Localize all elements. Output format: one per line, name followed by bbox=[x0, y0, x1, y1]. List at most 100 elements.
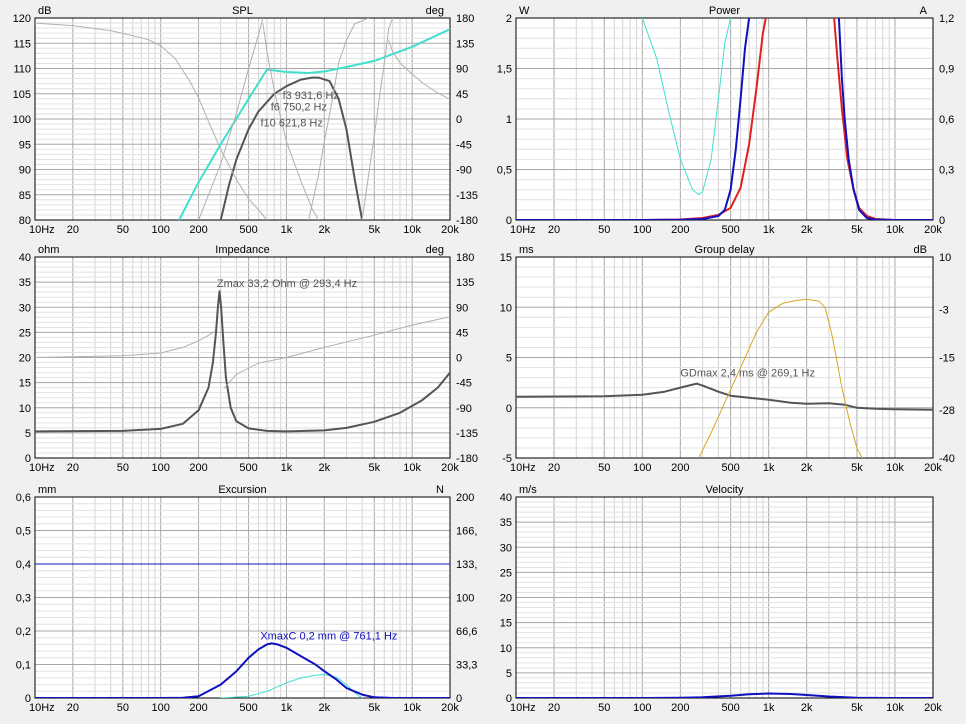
y-tick-label: 20 bbox=[19, 353, 31, 365]
y2-tick-label: -45 bbox=[456, 139, 472, 151]
x-tick-label: 20 bbox=[67, 224, 79, 236]
y2-tick-label: 135 bbox=[456, 277, 474, 289]
y-tick-label: 0,1 bbox=[16, 660, 31, 672]
x-tick-label: 1k bbox=[763, 224, 775, 236]
y2-tick-label: -90 bbox=[456, 165, 472, 177]
x-tick-label: 10Hz bbox=[510, 462, 536, 474]
x-tick-label: 20k bbox=[441, 462, 459, 474]
y2-tick-label: -40 bbox=[939, 453, 955, 465]
y-tick-label: 80 bbox=[19, 215, 31, 227]
left-axis-unit: ms bbox=[519, 244, 534, 256]
y-tick-label: 10 bbox=[500, 643, 512, 655]
plot-frame bbox=[515, 496, 934, 699]
y2-tick-label: 45 bbox=[456, 327, 468, 339]
series-group bbox=[516, 298, 933, 458]
y-tick-label: 30 bbox=[500, 542, 512, 554]
y2-tick-label: 133, bbox=[456, 559, 477, 571]
series-line-2 bbox=[35, 642, 450, 698]
y-tick-label: 0 bbox=[506, 215, 512, 227]
x-tick-label: 10k bbox=[886, 224, 904, 236]
y2-tick-label: 66,6 bbox=[456, 626, 477, 638]
x-tick-label: 2k bbox=[801, 462, 813, 474]
x-tick-label: 20k bbox=[924, 702, 942, 714]
y-tick-label: 0 bbox=[506, 403, 512, 415]
x-tick-label: 2k bbox=[318, 224, 330, 236]
x-tick-label: 500 bbox=[721, 462, 739, 474]
y2-tick-label: 10 bbox=[939, 252, 951, 264]
y-tick-label: 0,4 bbox=[16, 559, 31, 571]
y-tick-label: 30 bbox=[19, 302, 31, 314]
grid bbox=[515, 496, 934, 699]
x-tick-label: 100 bbox=[152, 462, 170, 474]
annotation-label: GDmax 2,4 ms @ 269,1 Hz bbox=[680, 368, 815, 380]
x-tick-label: 20 bbox=[548, 224, 560, 236]
series-line-7 bbox=[388, 39, 450, 100]
y-tick-label: 85 bbox=[19, 190, 31, 202]
y-tick-label: 115 bbox=[13, 38, 31, 50]
x-tick-label: 1k bbox=[763, 462, 775, 474]
plot-frame bbox=[34, 496, 451, 699]
y2-tick-label: 0 bbox=[456, 353, 462, 365]
y-tick-label: 15 bbox=[19, 378, 31, 390]
group-delay-chart: Group delay ms dB -5 0 5 10 15 -40 -28 -15 -3 10 10Hz… bbox=[500, 244, 955, 474]
y-tick-label: 90 bbox=[19, 165, 31, 177]
y-tick-label: 0,6 bbox=[16, 492, 31, 504]
x-tick-label: 10k bbox=[886, 702, 904, 714]
y2-tick-label: 180 bbox=[456, 252, 474, 264]
x-tick-label: 1k bbox=[281, 462, 293, 474]
x-tick-label: 500 bbox=[721, 224, 739, 236]
x-tick-label: 200 bbox=[671, 702, 689, 714]
series-group bbox=[35, 563, 450, 698]
x-tick-label: 1k bbox=[763, 702, 775, 714]
x-tick-label: 10k bbox=[403, 702, 421, 714]
y-tick-label: 1,5 bbox=[497, 64, 512, 76]
y-tick-label: 5 bbox=[506, 668, 512, 680]
x-tick-label: 5k bbox=[368, 462, 380, 474]
x-tick-label: 20 bbox=[67, 462, 79, 474]
y2-tick-label: -28 bbox=[939, 405, 955, 417]
x-tick-label: 5k bbox=[851, 462, 863, 474]
series-group bbox=[35, 18, 450, 220]
y-tick-label: 35 bbox=[19, 277, 31, 289]
x-tick-label: 200 bbox=[189, 702, 207, 714]
grid bbox=[34, 17, 451, 221]
series-line-1 bbox=[35, 330, 216, 358]
x-tick-label: 50 bbox=[598, 702, 610, 714]
series-line-3 bbox=[198, 18, 264, 220]
y-tick-label: 10 bbox=[500, 302, 512, 314]
x-tick-label: 20 bbox=[548, 462, 560, 474]
y2-tick-label: 166, bbox=[456, 526, 477, 538]
x-tick-label: 20k bbox=[924, 224, 942, 236]
x-tick-label: 10k bbox=[403, 224, 421, 236]
y2-tick-label: 100 bbox=[456, 593, 474, 605]
series-group bbox=[35, 290, 450, 433]
x-tick-label: 5k bbox=[851, 702, 863, 714]
annotation-label: Zmax 33,2 Ohm @ 293,4 Hz bbox=[217, 278, 357, 290]
x-tick-label: 100 bbox=[633, 224, 651, 236]
x-tick-label: 20k bbox=[441, 702, 459, 714]
x-tick-label: 100 bbox=[633, 702, 651, 714]
y-tick-label: 110 bbox=[13, 64, 31, 76]
series-line-3 bbox=[516, 18, 751, 220]
right-axis-unit: dB bbox=[914, 244, 927, 256]
y-tick-label: 40 bbox=[19, 252, 31, 264]
series-line-1 bbox=[219, 76, 364, 220]
y2-tick-label: 90 bbox=[456, 64, 468, 76]
grid bbox=[515, 256, 934, 459]
y-tick-label: 120 bbox=[13, 13, 31, 25]
x-tick-label: 2k bbox=[801, 702, 813, 714]
y-tick-label: 2 bbox=[506, 13, 512, 25]
y-tick-label: 25 bbox=[500, 567, 512, 579]
y-tick-label: 0,3 bbox=[16, 593, 31, 605]
x-tick-label: 100 bbox=[633, 462, 651, 474]
x-tick-label: 2k bbox=[318, 702, 330, 714]
y-tick-label: 1 bbox=[506, 114, 512, 126]
y2-tick-label: 0 bbox=[939, 215, 945, 227]
x-tick-label: 50 bbox=[598, 462, 610, 474]
x-tick-label: 200 bbox=[671, 462, 689, 474]
x-tick-label: 20k bbox=[924, 462, 942, 474]
chart-title: Velocity bbox=[706, 484, 744, 496]
y2-tick-label: 0,3 bbox=[939, 165, 954, 177]
y-tick-label: 15 bbox=[500, 252, 512, 264]
x-tick-label: 10Hz bbox=[29, 702, 55, 714]
